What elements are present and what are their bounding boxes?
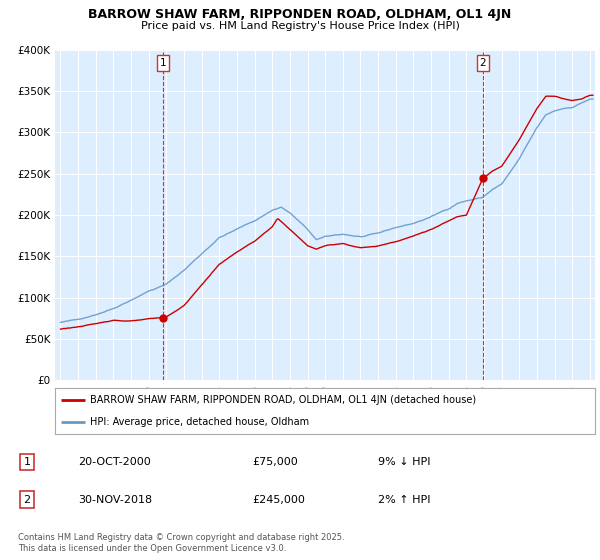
- Text: 2: 2: [479, 58, 486, 68]
- Text: 20-OCT-2000: 20-OCT-2000: [78, 457, 151, 467]
- Text: BARROW SHAW FARM, RIPPONDEN ROAD, OLDHAM, OL1 4JN: BARROW SHAW FARM, RIPPONDEN ROAD, OLDHAM…: [88, 8, 512, 21]
- Text: 1: 1: [160, 58, 166, 68]
- Text: 30-NOV-2018: 30-NOV-2018: [78, 494, 152, 505]
- Text: Price paid vs. HM Land Registry's House Price Index (HPI): Price paid vs. HM Land Registry's House …: [140, 21, 460, 31]
- Text: 2: 2: [23, 494, 31, 505]
- Text: 1: 1: [23, 457, 31, 467]
- Text: £245,000: £245,000: [252, 494, 305, 505]
- Text: 9% ↓ HPI: 9% ↓ HPI: [378, 457, 431, 467]
- Text: Contains HM Land Registry data © Crown copyright and database right 2025.
This d: Contains HM Land Registry data © Crown c…: [18, 533, 344, 553]
- Text: BARROW SHAW FARM, RIPPONDEN ROAD, OLDHAM, OL1 4JN (detached house): BARROW SHAW FARM, RIPPONDEN ROAD, OLDHAM…: [90, 395, 476, 405]
- Text: 2% ↑ HPI: 2% ↑ HPI: [378, 494, 431, 505]
- Text: £75,000: £75,000: [252, 457, 298, 467]
- Text: HPI: Average price, detached house, Oldham: HPI: Average price, detached house, Oldh…: [90, 417, 310, 427]
